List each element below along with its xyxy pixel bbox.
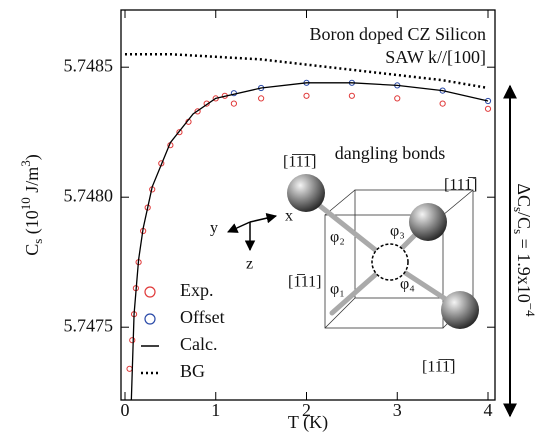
direction-label: [111̅] bbox=[444, 177, 477, 194]
y-tick-label: 5.7485 bbox=[64, 55, 114, 75]
legend-marker bbox=[145, 314, 155, 324]
x-tick-label: 4 bbox=[484, 400, 493, 420]
data-point bbox=[304, 93, 309, 98]
annotation: Boron doped CZ Silicon bbox=[310, 24, 487, 44]
legend-label: Calc. bbox=[180, 334, 218, 354]
y-label-sup: 10 bbox=[18, 197, 33, 210]
data-point bbox=[485, 106, 490, 111]
data-point bbox=[395, 96, 400, 101]
ratio-part: = 1.9x10 bbox=[514, 234, 534, 303]
legend-label: Offset bbox=[180, 307, 225, 327]
direction-label: [1̅1̅1̅] bbox=[283, 154, 316, 171]
bond-label: φ₃ bbox=[390, 223, 405, 240]
ratio-part: /C bbox=[514, 212, 534, 229]
legend-marker bbox=[145, 287, 155, 297]
inset-title: dangling bonds bbox=[335, 143, 446, 163]
atom bbox=[441, 291, 479, 329]
x-tick-label: 2 bbox=[302, 400, 311, 420]
y-label-part: (10 bbox=[22, 210, 43, 239]
annotation: SAW k//[100] bbox=[385, 47, 486, 67]
x-tick-label: 1 bbox=[211, 400, 220, 420]
data-point bbox=[259, 96, 264, 101]
legend-label: Exp. bbox=[180, 280, 214, 300]
bond-label: φ₄ bbox=[400, 276, 415, 293]
ratio-sup: −4 bbox=[523, 303, 538, 317]
axis-icon-label: x bbox=[285, 208, 293, 225]
direction-label: [11̅1̅] bbox=[422, 359, 455, 376]
inset: dangling bonds [1̅1̅1̅] [111̅] [1̅11] [1… bbox=[210, 143, 479, 376]
data-point bbox=[349, 93, 354, 98]
bond-label: φ₂ bbox=[330, 229, 345, 246]
axes-icon bbox=[228, 216, 276, 250]
data-point bbox=[231, 101, 236, 106]
ratio-annotation: ΔCs/Cs = 1.9x10−4 bbox=[511, 183, 538, 317]
legend-label: BG bbox=[180, 361, 205, 381]
y-label-part: ) bbox=[22, 154, 43, 160]
direction-label: [1̅11] bbox=[288, 274, 321, 291]
ratio-part: ΔC bbox=[514, 183, 534, 207]
data-point bbox=[127, 366, 132, 371]
x-tick-label: 0 bbox=[120, 400, 129, 420]
y-tick-label: 5.7475 bbox=[64, 315, 114, 335]
vacancy bbox=[372, 244, 408, 280]
atom bbox=[287, 174, 325, 212]
bond-label: φ₁ bbox=[330, 281, 345, 298]
axis-icon-label: z bbox=[246, 256, 253, 273]
data-point bbox=[440, 101, 445, 106]
x-tick-label: 3 bbox=[393, 400, 402, 420]
atom bbox=[409, 203, 447, 241]
y-tick-label: 5.7480 bbox=[64, 185, 114, 205]
data-point bbox=[130, 338, 135, 343]
chart: T (K) Cs (1010 J/m3) Boron doped CZ Sili… bbox=[0, 0, 542, 437]
y-label-part: C bbox=[22, 244, 42, 256]
y-axis-label: Cs (1010 J/m3) bbox=[18, 154, 45, 256]
axis-icon-label: y bbox=[210, 220, 218, 237]
y-label-part: J/m bbox=[22, 167, 42, 198]
